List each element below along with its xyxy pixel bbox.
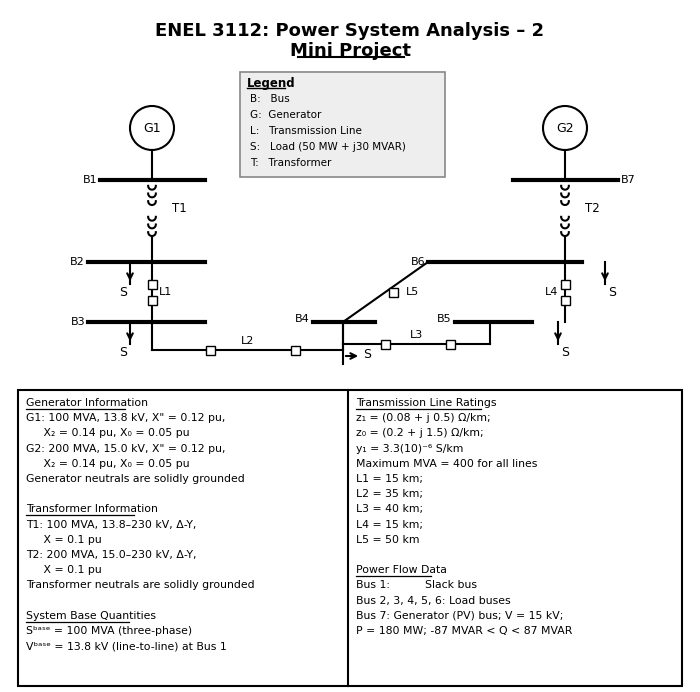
Text: S:   Load (50 MW + j30 MVAR): S: Load (50 MW + j30 MVAR) xyxy=(250,142,406,152)
Bar xyxy=(206,345,214,354)
Text: L:   Transmission Line: L: Transmission Line xyxy=(250,126,362,136)
Bar xyxy=(381,340,389,349)
Bar xyxy=(389,287,398,296)
Bar xyxy=(148,296,157,305)
Text: L5: L5 xyxy=(405,287,419,297)
Text: Transformer Information: Transformer Information xyxy=(26,504,158,514)
Text: G2: 200 MVA, 15.0 kV, X" = 0.12 pu,: G2: 200 MVA, 15.0 kV, X" = 0.12 pu, xyxy=(26,444,225,453)
Text: Generator Information: Generator Information xyxy=(26,398,148,408)
Text: Sᵇᵃˢᵉ = 100 MVA (three-phase): Sᵇᵃˢᵉ = 100 MVA (three-phase) xyxy=(26,626,192,636)
Text: Bus 7: Generator (PV) bus; V = 15 kV;: Bus 7: Generator (PV) bus; V = 15 kV; xyxy=(356,611,564,621)
Text: ENEL 3112: Power System Analysis – 2: ENEL 3112: Power System Analysis – 2 xyxy=(155,22,545,40)
Text: Power Flow Data: Power Flow Data xyxy=(356,565,447,575)
Text: G1: G1 xyxy=(144,122,161,134)
Text: z₀ = (0.2 + j 1.5) Ω/km;: z₀ = (0.2 + j 1.5) Ω/km; xyxy=(356,428,484,439)
Text: B7: B7 xyxy=(621,175,636,185)
Text: L5 = 50 km: L5 = 50 km xyxy=(356,535,419,545)
Text: Vᵇᵃˢᵉ = 13.8 kV (line-to-line) at Bus 1: Vᵇᵃˢᵉ = 13.8 kV (line-to-line) at Bus 1 xyxy=(26,641,227,651)
Text: T1: T1 xyxy=(172,203,187,215)
Text: System Base Quantities: System Base Quantities xyxy=(26,611,156,621)
Text: Legend: Legend xyxy=(247,77,295,90)
Text: G1: 100 MVA, 13.8 kV, X" = 0.12 pu,: G1: 100 MVA, 13.8 kV, X" = 0.12 pu, xyxy=(26,413,225,424)
Text: L3: L3 xyxy=(410,330,423,340)
Text: Generator neutrals are solidly grounded: Generator neutrals are solidly grounded xyxy=(26,474,245,484)
Text: z₁ = (0.08 + j 0.5) Ω/km;: z₁ = (0.08 + j 0.5) Ω/km; xyxy=(356,413,491,424)
Text: X = 0.1 pu: X = 0.1 pu xyxy=(26,535,102,545)
Text: B6: B6 xyxy=(410,257,425,267)
Text: Bus 1:          Slack bus: Bus 1: Slack bus xyxy=(356,581,477,590)
Text: B4: B4 xyxy=(295,314,310,324)
Bar xyxy=(445,340,454,349)
Text: Bus 2, 3, 4, 5, 6: Load buses: Bus 2, 3, 4, 5, 6: Load buses xyxy=(356,596,510,606)
FancyBboxPatch shape xyxy=(240,72,445,177)
Text: G2: G2 xyxy=(556,122,574,134)
Text: S: S xyxy=(608,286,616,299)
Text: X₂ = 0.14 pu, X₀ = 0.05 pu: X₂ = 0.14 pu, X₀ = 0.05 pu xyxy=(26,428,190,439)
Text: B5: B5 xyxy=(438,314,452,324)
Text: Transformer neutrals are solidly grounded: Transformer neutrals are solidly grounde… xyxy=(26,581,255,590)
Text: L4 = 15 km;: L4 = 15 km; xyxy=(356,520,423,529)
Bar xyxy=(561,296,570,305)
Text: L4: L4 xyxy=(545,287,558,297)
Bar xyxy=(561,280,570,289)
Text: B3: B3 xyxy=(71,317,85,327)
Text: S: S xyxy=(119,346,127,359)
Text: L3 = 40 km;: L3 = 40 km; xyxy=(356,504,423,514)
Text: L1 = 15 km;: L1 = 15 km; xyxy=(356,474,423,484)
Text: L2: L2 xyxy=(241,336,254,346)
Text: B2: B2 xyxy=(70,257,85,267)
Text: L1: L1 xyxy=(159,287,172,297)
Bar xyxy=(148,280,157,289)
Text: Mini Project: Mini Project xyxy=(290,42,410,60)
Bar xyxy=(290,345,300,354)
Text: S: S xyxy=(119,286,127,299)
Text: T2: T2 xyxy=(585,203,600,215)
Text: T:   Transformer: T: Transformer xyxy=(250,158,331,168)
Text: B1: B1 xyxy=(83,175,97,185)
Text: Maximum MVA = 400 for all lines: Maximum MVA = 400 for all lines xyxy=(356,459,538,468)
FancyBboxPatch shape xyxy=(18,390,682,686)
Text: T2: 200 MVA, 15.0–230 kV, Δ-Y,: T2: 200 MVA, 15.0–230 kV, Δ-Y, xyxy=(26,550,197,560)
Text: S: S xyxy=(561,346,569,359)
Text: S: S xyxy=(363,349,371,361)
Text: L2 = 35 km;: L2 = 35 km; xyxy=(356,489,423,499)
Text: X₂ = 0.14 pu, X₀ = 0.05 pu: X₂ = 0.14 pu, X₀ = 0.05 pu xyxy=(26,459,190,468)
Text: B:   Bus: B: Bus xyxy=(250,94,290,104)
Text: Transmission Line Ratings: Transmission Line Ratings xyxy=(356,398,496,408)
Text: y₁ = 3.3(10)⁻⁶ S/km: y₁ = 3.3(10)⁻⁶ S/km xyxy=(356,444,463,453)
Text: P = 180 MW; -87 MVAR < Q < 87 MVAR: P = 180 MW; -87 MVAR < Q < 87 MVAR xyxy=(356,626,573,636)
Text: T1: 100 MVA, 13.8–230 kV, Δ-Y,: T1: 100 MVA, 13.8–230 kV, Δ-Y, xyxy=(26,520,197,529)
Text: X = 0.1 pu: X = 0.1 pu xyxy=(26,565,102,575)
Text: G:  Generator: G: Generator xyxy=(250,110,321,120)
